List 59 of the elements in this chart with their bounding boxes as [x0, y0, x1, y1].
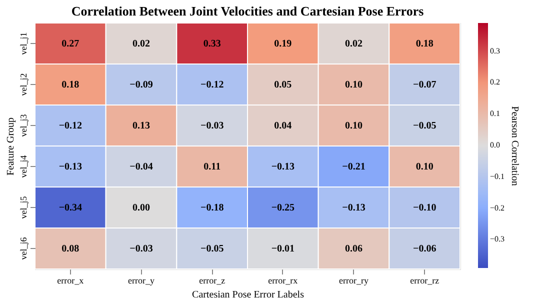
- data-label: 0.08: [62, 244, 80, 254]
- x-tick-label: error_y: [128, 276, 155, 286]
- data-label: −0.25: [271, 202, 295, 214]
- data-label: −0.10: [412, 202, 436, 214]
- data-label: −0.03: [130, 244, 153, 254]
- y-tick-label: vel_j4: [18, 154, 28, 178]
- x-tick-label: error_z: [199, 276, 226, 286]
- data-label: 0.02: [132, 38, 150, 50]
- data-label: 0.33: [203, 38, 221, 50]
- data-label: −0.04: [130, 162, 153, 172]
- data-label: 0.18: [416, 38, 434, 50]
- data-label: −0.01: [271, 244, 295, 254]
- y-tick-label: vel_j5: [18, 196, 28, 219]
- data-label: −0.13: [58, 162, 82, 172]
- data-label: −0.07: [412, 80, 436, 90]
- data-label: −0.06: [412, 244, 436, 254]
- data-label: −0.21: [342, 162, 366, 172]
- data-label: 0.02: [345, 38, 362, 50]
- color-bar-label: −0.3: [490, 234, 505, 244]
- data-label: −0.09: [130, 80, 153, 90]
- data-label: −0.13: [342, 202, 366, 214]
- data-label: −0.12: [58, 120, 82, 132]
- color-bar-label: 0.0: [490, 140, 500, 150]
- y-tick-label: vel_j2: [18, 73, 28, 96]
- data-label: 0.27: [62, 38, 80, 50]
- color-bar-label: −0.2: [490, 203, 505, 212]
- data-label: 0.11: [204, 162, 221, 172]
- y-tick-label: vel_j3: [18, 114, 28, 137]
- x-tick-label: error_x: [57, 276, 84, 286]
- color-bar-label: −0.1: [490, 172, 505, 181]
- data-label: 0.05: [274, 80, 292, 90]
- color-bar-label: 0.1: [490, 109, 500, 118]
- data-label: 0.06: [345, 244, 362, 254]
- data-label: −0.13: [271, 162, 295, 172]
- data-label: 0.04: [274, 120, 292, 132]
- x-tick-label: error_ry: [339, 276, 369, 286]
- data-label: 0.10: [345, 120, 362, 132]
- x-axis-title: Cartesian Pose Error Labels: [192, 290, 304, 300]
- data-label: 0.18: [62, 80, 80, 90]
- y-tick-label: vel_j1: [18, 32, 28, 55]
- x-tick-label: error_rz: [410, 276, 440, 286]
- data-label: −0.18: [200, 202, 224, 214]
- data-label: 0.00: [132, 202, 150, 214]
- chart-title: Correlation Between Joint Velocities and Cartesian Pose Errors: [71, 4, 424, 18]
- x-tick-label: error_rx: [268, 276, 298, 286]
- data-label: −0.03: [200, 120, 224, 132]
- data-label: 0.19: [274, 38, 292, 50]
- data-label: −0.34: [58, 202, 82, 214]
- data-label: 0.13: [132, 120, 150, 132]
- data-label: 0.10: [345, 80, 362, 90]
- color-bar-label: 0.2: [490, 78, 500, 87]
- y-axis-title: Feature Group: [6, 117, 16, 176]
- data-label: −0.05: [412, 120, 436, 132]
- y-tick-label: vel_j6: [18, 236, 28, 260]
- color-bar-label: 0.3: [490, 46, 500, 56]
- data-label: −0.12: [200, 80, 224, 90]
- data-label: 0.10: [416, 162, 434, 172]
- data-label: −0.05: [200, 244, 224, 254]
- color-bar-title: Pearson Correlation: [509, 106, 520, 186]
